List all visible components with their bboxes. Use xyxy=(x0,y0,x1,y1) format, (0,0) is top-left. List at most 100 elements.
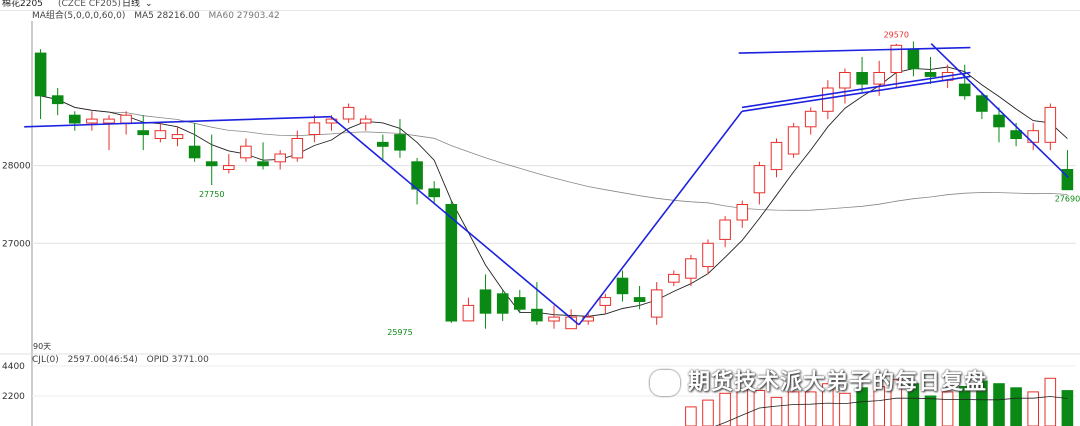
volume-bar xyxy=(839,392,851,426)
candle-body xyxy=(976,95,988,112)
trend-line xyxy=(930,43,1069,178)
contract-code: (CZCE CF205) xyxy=(58,0,121,9)
ma-legend: MA组合(5,0,0,0,60,0) MA5 28216.00 MA60 279… xyxy=(32,10,286,22)
candle-body xyxy=(120,114,132,124)
volume-bar xyxy=(804,391,817,426)
candle-body xyxy=(736,204,749,221)
candle-body xyxy=(462,304,475,322)
candle-body xyxy=(223,165,235,171)
candle-body xyxy=(753,165,766,194)
opid-value: OPID 3771.00 xyxy=(146,355,209,365)
price-annotation: 27690 xyxy=(1055,195,1080,204)
candle-body xyxy=(787,126,800,155)
candle-body xyxy=(51,95,64,105)
trend-line xyxy=(330,116,580,326)
candle-body xyxy=(428,188,440,198)
volume-legend-label[interactable]: CJL(0) xyxy=(32,355,59,365)
volume-tick-label: 2200 xyxy=(2,392,25,402)
candle-body xyxy=(650,289,663,318)
candle-body xyxy=(890,44,903,73)
ma60-line xyxy=(40,95,1068,211)
candle-body xyxy=(907,48,920,70)
volume-bar xyxy=(890,379,903,426)
ma-legend-label[interactable]: MA组合(5,0,0,0,60,0) xyxy=(32,11,126,21)
candle-body xyxy=(479,289,492,314)
candle-body xyxy=(240,145,252,159)
candle-body xyxy=(856,72,868,85)
candle-body xyxy=(668,273,680,283)
wechat-icon xyxy=(650,370,680,396)
candle-body xyxy=(171,134,184,140)
trend-line xyxy=(24,115,331,128)
candle-body xyxy=(633,297,646,303)
candle-body xyxy=(531,308,543,322)
volume-bar xyxy=(1044,377,1057,426)
volume-bar xyxy=(976,380,988,426)
candle-body xyxy=(342,106,355,120)
watermark-text: 期货技术派大弟子的每日复盘 xyxy=(688,370,988,395)
candle-body xyxy=(616,277,629,295)
candle-body xyxy=(514,297,526,310)
volume-bar xyxy=(907,383,920,426)
price-annotation: 29570 xyxy=(884,31,909,40)
candle-body xyxy=(496,293,509,314)
candle-body xyxy=(274,153,286,163)
period-selector[interactable]: 日线 xyxy=(122,0,141,9)
volume-bar xyxy=(1027,391,1040,426)
volume-bar xyxy=(702,399,714,426)
volume-ma-line xyxy=(714,396,1068,426)
candle-body xyxy=(69,114,81,124)
volume-bar xyxy=(958,386,971,426)
volume-bar xyxy=(993,383,1005,426)
trend-line xyxy=(578,110,743,326)
volume-bar xyxy=(770,396,783,426)
volume-bar xyxy=(787,391,800,426)
volume-bar xyxy=(685,406,697,426)
trend-line xyxy=(741,71,971,109)
candle-body xyxy=(924,72,937,77)
y-tick-label: 27000 xyxy=(2,239,31,249)
candle-body xyxy=(205,161,218,167)
candle-body xyxy=(188,145,201,159)
candle-body xyxy=(822,87,834,112)
chevron-down-icon[interactable]: ⌄ xyxy=(145,0,153,9)
candle-body xyxy=(1044,106,1057,143)
candle-body xyxy=(291,138,304,159)
candle-body xyxy=(702,242,714,268)
candle-body xyxy=(445,204,458,322)
candle-body xyxy=(993,114,1005,128)
candle-body xyxy=(599,297,612,306)
chart-toolbar: 棉花2205 (CZCE CF205) 日线 ⌄ xyxy=(0,0,1080,11)
volume-bar xyxy=(822,383,834,426)
trend-line xyxy=(741,75,971,113)
volume-tick-label: 4400 xyxy=(2,362,25,372)
candle-body xyxy=(359,118,372,124)
candle-body xyxy=(839,72,851,89)
watermark: 期货技术派大弟子的每日复盘 xyxy=(650,364,987,396)
candle-body xyxy=(103,118,115,124)
volume-value: 2597.00(46:54) xyxy=(67,355,138,365)
candle-body xyxy=(34,52,47,97)
candle-body xyxy=(685,258,697,279)
contract-name[interactable]: 棉花2205 xyxy=(2,0,43,9)
volume-bar xyxy=(1061,390,1074,426)
y-tick-label: 28000 xyxy=(2,162,31,172)
ma5-value: MA5 28216.00 xyxy=(134,11,200,21)
volume-bar xyxy=(924,395,937,426)
candle-body xyxy=(86,118,98,124)
price-annotation: 27750 xyxy=(199,190,224,199)
volume-bar xyxy=(941,391,954,426)
volume-bar xyxy=(736,388,749,426)
candle-body xyxy=(154,130,167,139)
price-annotation: 25975 xyxy=(387,328,412,337)
volume-bar xyxy=(1010,387,1022,426)
candle-body xyxy=(548,316,560,322)
candle-body xyxy=(308,122,321,136)
candle-body xyxy=(958,83,971,97)
candle-body xyxy=(1010,130,1022,139)
ma5-line xyxy=(40,66,1068,317)
volume-bar xyxy=(873,386,886,426)
candle-body xyxy=(804,110,817,128)
trend-line xyxy=(738,46,971,54)
